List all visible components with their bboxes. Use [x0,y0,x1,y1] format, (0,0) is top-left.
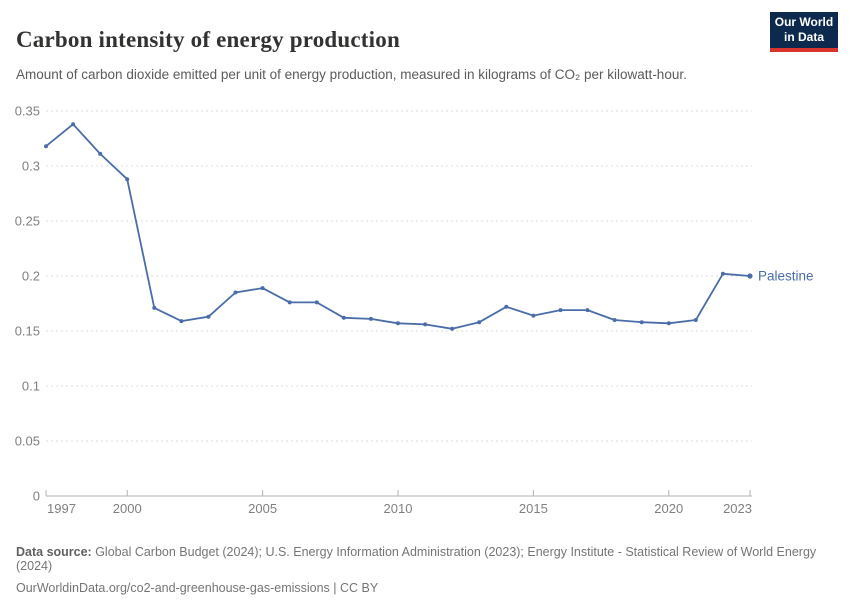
data-point[interactable] [260,286,265,291]
x-axis-tick-label: 2020 [654,501,683,516]
y-axis-tick-label: 0.2 [22,269,40,284]
data-point[interactable] [44,144,48,149]
data-point[interactable] [125,177,130,182]
data-point[interactable] [450,326,455,331]
data-point[interactable] [287,300,292,305]
owid-logo: Our World in Data [770,12,838,52]
data-point[interactable] [341,315,346,320]
data-point[interactable] [531,313,536,318]
data-point[interactable] [152,305,157,310]
data-point[interactable] [477,320,482,325]
y-axis-tick-label: 0.15 [15,324,40,339]
data-point[interactable] [368,316,373,321]
x-axis-tick-label: 2005 [248,501,277,516]
data-source-label: Data source: [16,544,92,559]
series-end-label: Palestine [758,269,814,284]
owid-logo-line1: Our World [774,15,834,30]
y-axis-tick-label: 0 [33,489,40,504]
data-point[interactable] [666,321,671,326]
data-point[interactable] [504,304,509,309]
series-line [45,123,751,330]
data-source-text: Global Carbon Budget (2024); U.S. Energy… [16,544,817,574]
data-point[interactable] [693,318,698,322]
x-axis-tick-label: 2010 [384,501,413,516]
footer-link: OurWorldinData.org/co2-and-greenhouse-ga… [16,580,379,595]
page-subtitle: Amount of carbon dioxide emitted per uni… [16,66,687,82]
y-axis-tick-label: 0.3 [22,159,40,174]
data-source-note: Data source: Global Carbon Budget (2024)… [16,545,828,575]
data-point[interactable] [639,320,644,325]
data-point[interactable] [206,314,211,319]
x-axis-tick-label: 2015 [519,501,548,516]
y-axis-tick-label: 0.1 [22,379,40,394]
data-point[interactable] [558,308,563,313]
data-point[interactable] [233,290,238,295]
page-title: Carbon intensity of energy production [16,27,400,53]
owid-logo-line2: in Data [783,30,824,44]
x-axis-tick-label: 2000 [113,501,142,516]
data-point[interactable] [747,273,753,279]
data-point[interactable] [71,122,76,127]
data-point[interactable] [179,319,184,324]
data-point[interactable] [314,300,319,305]
data-point[interactable] [720,271,725,276]
data-point[interactable] [396,321,400,326]
x-axis-tick-label: 2023 [723,501,752,516]
data-point[interactable] [585,308,590,313]
data-point[interactable] [98,151,103,156]
data-point[interactable] [423,322,428,327]
x-axis-tick-label: 1997 [47,501,76,516]
data-point[interactable] [612,318,617,322]
y-axis-tick-label: 0.25 [15,214,40,229]
y-axis-tick-label: 0.35 [15,104,40,119]
y-axis-tick-label: 0.05 [15,434,40,449]
